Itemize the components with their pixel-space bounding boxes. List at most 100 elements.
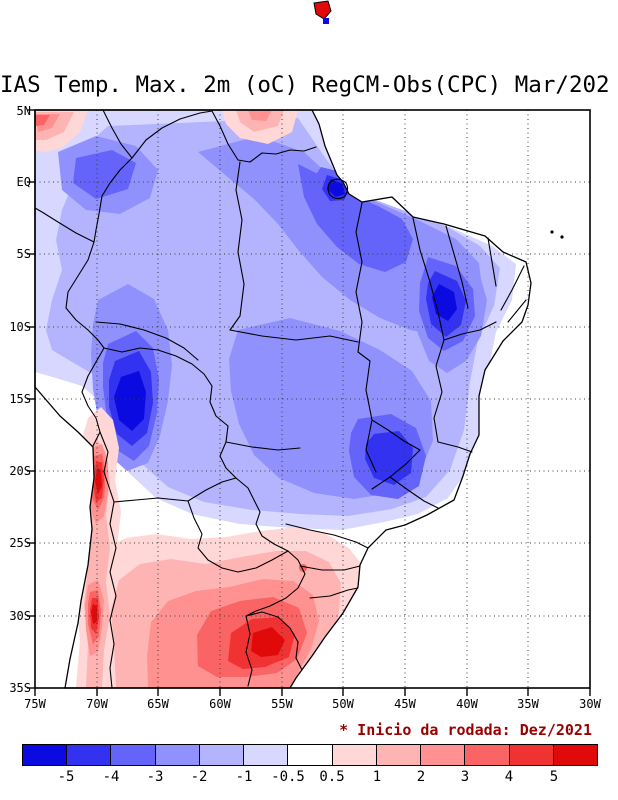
state-pa-mt	[229, 329, 359, 343]
lat-tick-label: 5S	[17, 247, 31, 261]
state-pe-al	[507, 299, 527, 323]
colorbar-segment	[465, 745, 510, 765]
border-north-chain	[131, 110, 317, 163]
lon-tick-label: 50W	[332, 697, 354, 711]
border-per-bol	[81, 347, 105, 433]
state-to-go	[357, 351, 377, 473]
lon-tick-label: 35W	[517, 697, 539, 711]
colorbar-tick-label: 0.5	[319, 769, 345, 785]
colorbar-tick-label: -3	[146, 769, 164, 785]
border-chi-bol	[99, 431, 115, 503]
colorbar-tick-label: 2	[416, 769, 426, 785]
island-dot-1	[550, 230, 554, 234]
border-bol-arg	[113, 497, 189, 503]
lat-tick-label: 15S	[9, 392, 31, 406]
state-pb-pe	[500, 265, 525, 311]
state-mg-rj	[389, 476, 439, 509]
lon-tick-label: 55W	[271, 697, 293, 711]
artifact-blue-mark	[323, 18, 329, 24]
border-col-bra	[93, 157, 133, 243]
border-uru-bra	[245, 611, 303, 671]
lat-tick-label: 30S	[9, 609, 31, 623]
border-par-bra	[235, 477, 289, 552]
lat-tick-label: EQ	[17, 175, 31, 189]
colorbar-tick-label: 1	[372, 769, 382, 785]
lon-tick-label: 40W	[456, 697, 478, 711]
contour-blue-4-colombia	[73, 150, 136, 199]
contour-red-6-chile-b	[91, 604, 97, 624]
axis-ticks	[27, 109, 591, 696]
artifact-red-blob	[313, 0, 332, 20]
colorbar	[22, 744, 598, 766]
colorbar-tick-label: 3	[460, 769, 470, 785]
lon-tick-label: 65W	[147, 697, 169, 711]
colorbar-segment	[376, 745, 422, 765]
colorbar-segment	[155, 745, 200, 765]
border-bol-par	[187, 477, 237, 502]
colorbar-tick-label: 4	[504, 769, 514, 785]
colorbar-segment	[553, 745, 598, 765]
state-ba-mg	[437, 441, 473, 453]
state-pr-sc	[299, 565, 361, 571]
lon-tick-label: 45W	[394, 697, 416, 711]
lat-tick-label: 5N	[17, 104, 31, 118]
colorbar-tick-label: -2	[190, 769, 208, 785]
border-chi-arg	[109, 501, 117, 689]
border-per-chi	[92, 431, 101, 447]
colorbar-tick-label: 5	[549, 769, 559, 785]
state-pa-ma	[355, 202, 363, 353]
colorbar-tick-label: -1	[235, 769, 253, 785]
top-crop-artifact	[313, 0, 332, 24]
lat-tick-label: 35S	[9, 681, 31, 695]
lat-tick-label: 20S	[9, 464, 31, 478]
lon-tick-label: 30W	[579, 697, 601, 711]
state-ce-rn	[487, 237, 497, 287]
colorbar-segment	[67, 745, 112, 765]
colorbar-segment	[199, 745, 245, 765]
border-par-arg	[187, 500, 289, 573]
colorbar-segment	[23, 745, 68, 765]
colorbar-segment	[111, 745, 156, 765]
colorbar-tick-label: -4	[102, 769, 120, 785]
lon-tick-label: 60W	[209, 697, 231, 711]
colorbar-segment	[288, 745, 333, 765]
colorbar-tick-label: -5	[57, 769, 75, 785]
state-mt-ms	[225, 441, 301, 451]
contour-red-topcentre-3	[248, 110, 272, 121]
border-per-bra	[65, 241, 105, 349]
country-state-borders	[34, 109, 527, 689]
state-ba-pi-pe	[443, 321, 497, 341]
border-ven-col	[102, 109, 133, 159]
state-pi-ce	[445, 225, 469, 309]
colorbar-segment	[244, 745, 289, 765]
state-sc-rs	[309, 587, 359, 599]
contour-red-corner-4	[35, 115, 50, 126]
colorbar-segment	[421, 745, 466, 765]
run-start-note: * Inicio da rodada: Dez/2021	[339, 721, 592, 739]
colorbar-segment	[332, 745, 377, 765]
state-ma-pi	[412, 217, 445, 341]
lon-tick-label: 70W	[86, 697, 108, 711]
state-ba-to-go	[433, 339, 445, 443]
state-ac-am-ro	[95, 321, 199, 361]
contour-blue-6-west	[114, 371, 146, 431]
state-sp-pr	[285, 523, 369, 549]
colorbar-labels: -5 -4 -3 -2 -1 -0.5 0.5 1 2 3 4 5	[0, 769, 618, 789]
lat-tick-label: 25S	[9, 536, 31, 550]
island-dot-2	[560, 235, 564, 239]
coastline	[34, 109, 532, 689]
colorbar-tick-label: -0.5	[271, 769, 305, 785]
contour-red-6-south	[251, 627, 285, 657]
border-bra-bol	[103, 347, 237, 479]
chart-title: IAS Temp. Max. 2m (oC) RegCM-Obs(CPC) Ma…	[0, 72, 610, 98]
state-go-mg	[371, 419, 421, 451]
colorbar-segment	[509, 745, 554, 765]
border-col-per	[34, 207, 95, 243]
state-am-pa	[229, 161, 245, 331]
border-uru-arg	[245, 615, 253, 687]
contour-red-topcentre-2	[236, 110, 284, 132]
border-bra-arg	[245, 550, 306, 617]
lat-tick-label: 10S	[9, 320, 31, 334]
